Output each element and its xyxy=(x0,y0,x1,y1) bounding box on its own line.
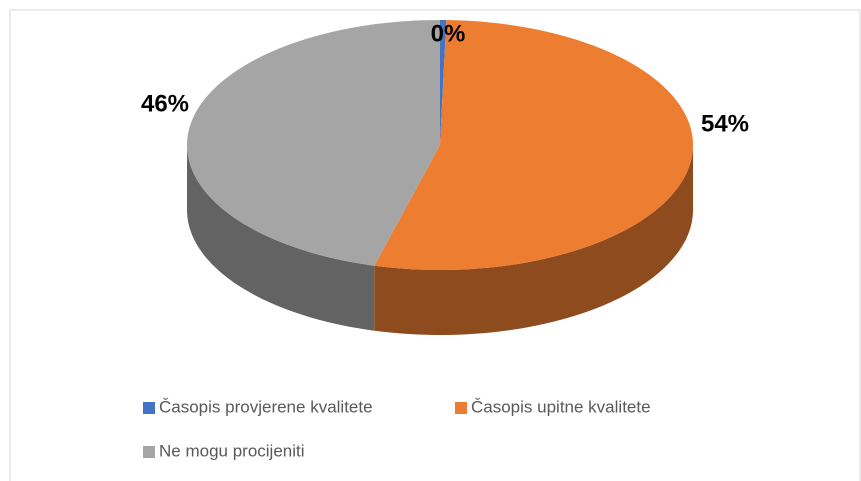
legend-swatch xyxy=(455,402,467,414)
pie-slice xyxy=(374,20,693,270)
legend-label: Časopis provjerene kvalitete xyxy=(159,397,373,416)
value-label: 46% xyxy=(141,90,189,117)
pie-side xyxy=(374,145,693,335)
chart-frame xyxy=(9,9,861,481)
value-label: 54% xyxy=(701,110,749,137)
pie-slice xyxy=(187,20,440,266)
pie-side xyxy=(187,145,375,331)
legend-label: Ne mogu procijeniti xyxy=(159,441,305,460)
pie-slice xyxy=(440,20,447,145)
legend-swatch xyxy=(143,402,155,414)
value-label: 0% xyxy=(431,20,466,47)
legend-swatch xyxy=(143,446,155,458)
legend-label: Časopis upitne kvalitete xyxy=(471,397,651,416)
